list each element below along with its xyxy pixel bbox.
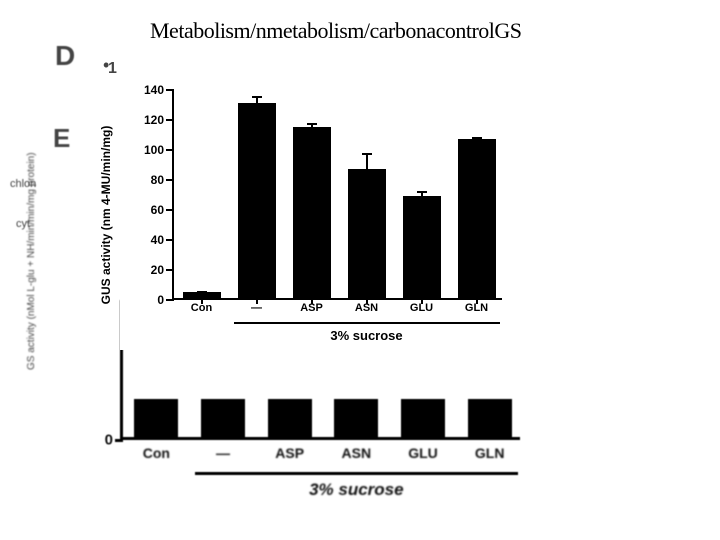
x-category-label: GLU bbox=[410, 298, 433, 314]
y-tick-label: 100 bbox=[144, 143, 174, 157]
bg-group-label: 3% sucrose bbox=[309, 480, 404, 500]
x-category-label: ASN bbox=[355, 298, 378, 314]
bar bbox=[293, 127, 331, 298]
x-category-label: ASP bbox=[300, 298, 323, 314]
page-title: Metabolism/nmetabolism/carbonacontrolGS bbox=[150, 18, 522, 44]
bg-x-category-label: Con bbox=[143, 437, 170, 461]
error-bar bbox=[311, 123, 313, 135]
bg-bar bbox=[468, 399, 512, 437]
plot-area: 020406080100120140Con—ASPASNGLUGLN3% suc… bbox=[172, 90, 502, 300]
error-bar bbox=[421, 191, 423, 206]
y-tick-label: 120 bbox=[144, 113, 174, 127]
bar bbox=[238, 103, 276, 298]
bg-x-category-label: GLU bbox=[408, 437, 438, 461]
main-chart: GUS activity (nm 4-MU/min/mg) 0204060801… bbox=[120, 80, 520, 350]
group-label: 3% sucrose bbox=[330, 328, 402, 343]
bg-bar bbox=[201, 399, 245, 437]
y-tick-label: 140 bbox=[144, 83, 174, 97]
error-bar bbox=[256, 96, 258, 114]
group-line bbox=[234, 322, 500, 324]
artifact-letter-d: D bbox=[55, 40, 75, 72]
bg-x-category-label: GLN bbox=[475, 437, 505, 461]
bg-y-tick-label: 0 bbox=[105, 432, 123, 449]
y-tick-label: 0 bbox=[157, 293, 174, 307]
bg-bar bbox=[334, 399, 378, 437]
x-category-label: GLN bbox=[465, 298, 488, 314]
bg-x-category-label: ASP bbox=[275, 437, 304, 461]
error-bar bbox=[201, 291, 203, 297]
y-tick-label: 20 bbox=[151, 263, 174, 277]
artifact-letter-e: E bbox=[53, 123, 70, 154]
bg-x-category-label: — bbox=[216, 437, 230, 461]
y-tick-label: 40 bbox=[151, 233, 174, 247]
bar bbox=[458, 139, 496, 298]
y-tick-label: 80 bbox=[151, 173, 174, 187]
y-axis-label: GUS activity (nm 4-MU/min/mg) bbox=[99, 126, 113, 305]
y-tick-label: 60 bbox=[151, 203, 174, 217]
x-category-label: Con bbox=[191, 298, 212, 314]
bg-bar bbox=[401, 399, 445, 437]
error-bar bbox=[476, 137, 478, 146]
x-category-label: — bbox=[251, 298, 262, 314]
bg-group-line bbox=[195, 472, 518, 475]
artifact-bg-ylabel: GS activity (nMol L-glu + NH/min/min/mg … bbox=[26, 152, 37, 370]
bg-x-category-label: ASN bbox=[342, 437, 372, 461]
bg-bar bbox=[268, 399, 312, 437]
error-bar bbox=[366, 153, 368, 189]
artifact-num: 1 bbox=[108, 60, 117, 78]
bg-bar bbox=[134, 399, 178, 437]
bar bbox=[403, 196, 441, 298]
